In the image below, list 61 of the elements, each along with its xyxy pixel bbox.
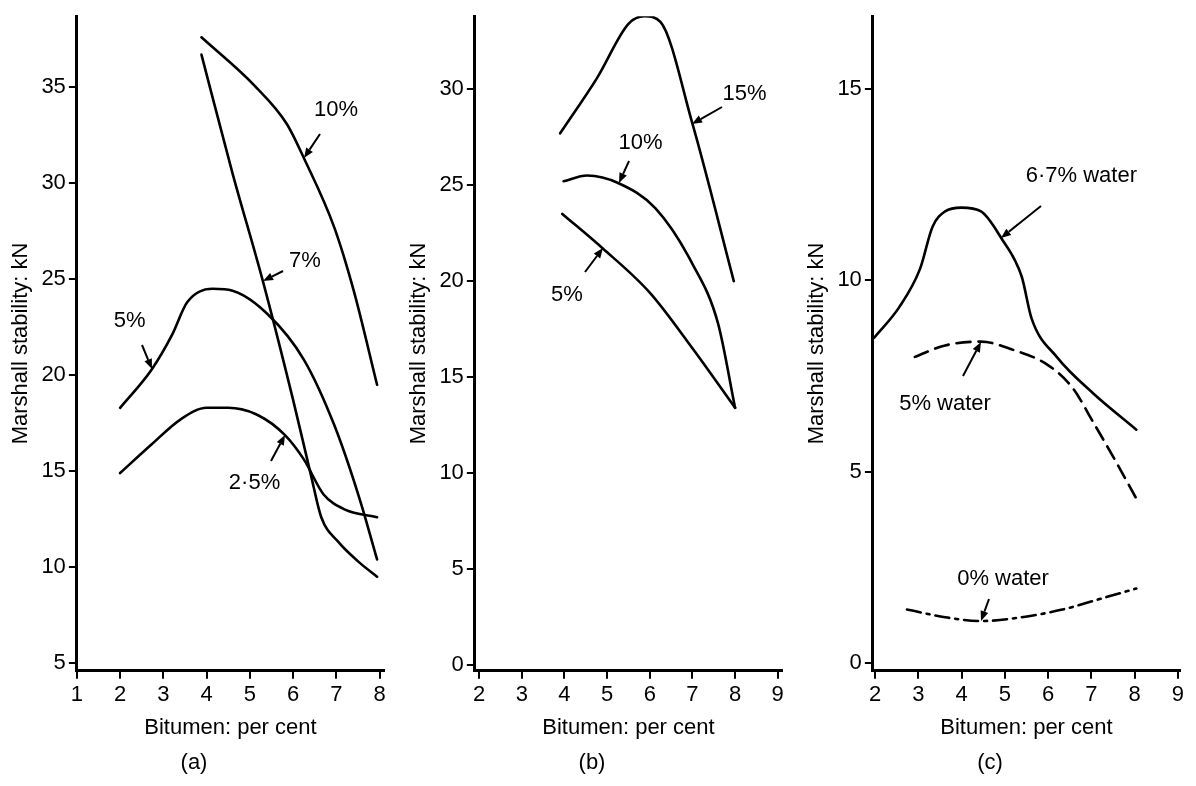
y-tick-label: 25 (439, 171, 464, 197)
annotation: 10% (313, 96, 358, 122)
x-axis-title: Bitumen: per cent (542, 714, 715, 740)
annotation: 5% water (899, 389, 991, 415)
x-tick-label: 6 (1041, 681, 1055, 707)
y-tick-label: 5 (849, 457, 862, 483)
x-axis-title: Bitumen: per cent (940, 714, 1113, 740)
x-tick-label: 3 (157, 681, 170, 707)
text: (b) (578, 748, 606, 774)
y-tick-label: 5 (451, 555, 464, 581)
y-tick-label: 15 (837, 75, 862, 100)
x-tick-label: 5 (600, 681, 614, 707)
x-tick-label: 8 (373, 681, 386, 707)
y-tick-label: 15 (439, 363, 464, 389)
annotation: 10% (618, 129, 663, 155)
y-tick-label: 0 (849, 649, 862, 675)
y-axis-title: Marshall stability: kN (803, 242, 829, 445)
y-tick-label: 30 (41, 169, 66, 195)
x-tick-label: 1 (70, 681, 83, 707)
x-tick-label: 2 (114, 681, 127, 707)
x-tick-label: 2 (473, 681, 486, 707)
annotation: 6·7% water (1025, 162, 1137, 188)
y-tick-label: 25 (41, 265, 66, 291)
x-tick-label: 8 (728, 681, 742, 707)
x-axis-title: Bitumen: per cent (144, 714, 317, 740)
y-axis-title: Marshall stability: kN (7, 242, 33, 445)
text: (c) (977, 748, 1003, 774)
y-tick-label: 30 (439, 75, 464, 101)
annotation: 15% (722, 79, 767, 105)
y-tick-label: 0 (451, 651, 464, 677)
x-tick-label: 6 (287, 681, 300, 707)
x-tick-label: 2 (868, 681, 882, 707)
annotation: 5% (550, 280, 583, 306)
x-tick-label: 6 (643, 681, 656, 707)
y-tick-label: 10 (41, 553, 66, 579)
x-tick-label: 5 (998, 681, 1011, 707)
x-tick-label: 3 (515, 681, 528, 707)
x-tick-label: 9 (771, 681, 784, 707)
x-tick-label: 4 (558, 681, 571, 707)
x-tick-label: 7 (1085, 681, 1098, 707)
y-tick-label: 5 (53, 649, 66, 675)
x-tick-label: 5 (243, 681, 257, 707)
text: (a) (180, 748, 208, 774)
y-axis-title: Marshall stability: kN (405, 242, 431, 445)
x-tick-label: 7 (330, 681, 343, 707)
annotation: 5% (113, 307, 146, 333)
annotation: 7% (288, 247, 321, 273)
annotation: 2·5% (228, 468, 281, 494)
x-tick-label: 8 (1128, 681, 1141, 707)
y-tick-label: 10 (837, 266, 862, 292)
y-tick-label: 35 (41, 73, 66, 99)
y-tick-label: 20 (439, 267, 464, 293)
annotation: 0% water (957, 565, 1049, 591)
y-tick-label: 15 (41, 457, 66, 483)
x-tick-label: 4 (200, 681, 213, 707)
y-tick-label: 10 (439, 459, 464, 485)
x-tick-label: 7 (686, 681, 699, 707)
x-tick-label: 3 (912, 681, 925, 707)
x-tick-label: 9 (1171, 681, 1184, 707)
y-tick-label: 20 (41, 361, 66, 387)
x-tick-label: 4 (955, 681, 968, 707)
